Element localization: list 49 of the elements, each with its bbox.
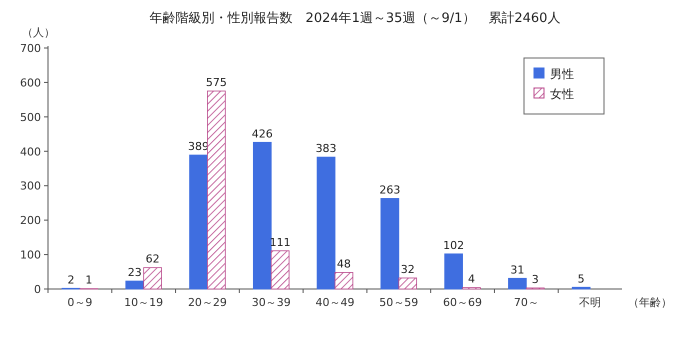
x-tick-label: 40～49 — [316, 296, 354, 309]
bar — [380, 198, 400, 290]
bar — [143, 267, 162, 290]
y-tick-label: 400 — [20, 145, 41, 158]
data-label: 263 — [379, 183, 400, 196]
bar — [398, 278, 418, 290]
x-tick-label: 20～29 — [188, 296, 227, 309]
bar — [270, 250, 290, 290]
data-label: 102 — [443, 238, 464, 252]
bar — [444, 253, 463, 290]
data-label: 1 — [85, 274, 92, 287]
data-label: 31 — [510, 263, 524, 276]
chart-title: 年齢階級別・性別報告数 2024年1週～35週（～9/1） 累計2460人 — [150, 11, 560, 26]
y-tick-label: 700 — [20, 42, 41, 55]
data-label: 426 — [252, 127, 273, 140]
y-tick-label: 0 — [34, 283, 41, 296]
x-tick-label: 30～39 — [252, 296, 291, 309]
data-label: 4 — [468, 272, 475, 286]
legend-label: 女性 — [550, 87, 574, 101]
y-tick-label: 200 — [20, 214, 41, 228]
data-label: 32 — [400, 262, 415, 276]
data-label: 3 — [532, 272, 539, 286]
bar — [125, 280, 144, 290]
data-label: 62 — [146, 252, 160, 266]
y-tick-label: 500 — [20, 110, 41, 124]
bar — [207, 90, 226, 290]
bar — [508, 278, 527, 290]
data-label: 48 — [336, 257, 351, 270]
data-label: 575 — [206, 76, 227, 90]
y-tick-label: 300 — [20, 180, 41, 193]
bar — [316, 156, 336, 290]
data-label: 383 — [316, 142, 337, 156]
x-tick-label: 10～19 — [124, 296, 164, 309]
data-label: 23 — [128, 266, 142, 280]
x-tick-label: 50～59 — [379, 296, 418, 309]
y-axis-title: （人） — [22, 26, 55, 39]
data-label: 2 — [67, 273, 74, 286]
y-tick-label: 600 — [20, 76, 41, 90]
x-tick-label: 0～9 — [67, 296, 92, 309]
x-tick-label: 70～ — [514, 296, 539, 309]
bar — [189, 154, 208, 290]
y-tick-label: 100 — [20, 248, 41, 262]
bar — [334, 272, 354, 290]
legend-label: 男性 — [550, 67, 574, 81]
x-axis-title: （年齢） — [628, 296, 672, 309]
x-tick-label: 不明 — [579, 296, 602, 309]
data-label: 5 — [578, 272, 585, 286]
bar — [252, 142, 272, 290]
x-tick-label: 60～69 — [443, 296, 482, 309]
